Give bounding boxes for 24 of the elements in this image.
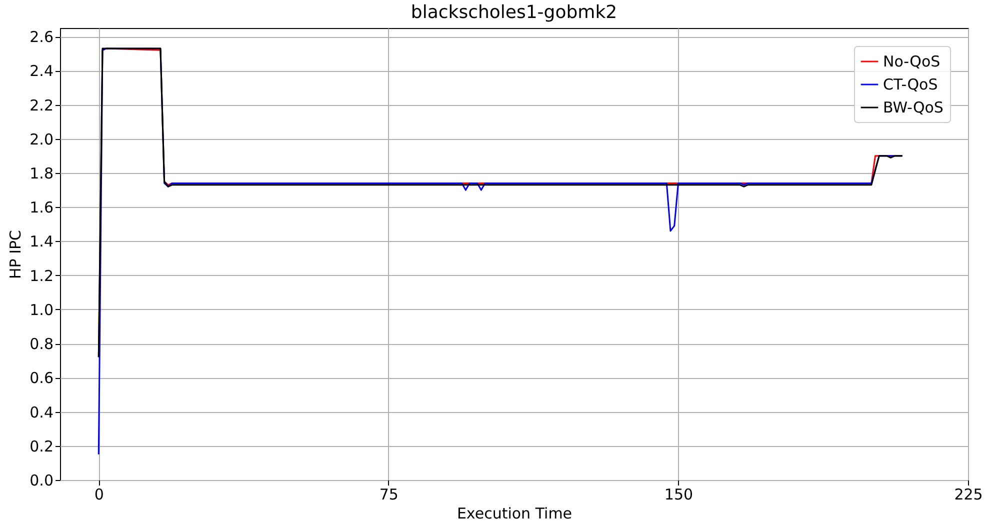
legend-label: BW-QoS [883,98,944,116]
y-tick-label: 1.4 [30,232,54,251]
y-tick-label: 2.4 [30,62,54,80]
x-tick-label: 75 [379,486,398,504]
y-axis-title: HP IPC [6,230,25,280]
x-tick-label: 225 [954,486,983,504]
y-tick-label: 0.4 [30,403,54,422]
y-tick-label: 0.2 [30,437,54,456]
x-tick-label: 0 [94,486,104,504]
legend-label: CT-QoS [883,76,938,94]
y-tick-label: 1.6 [30,198,54,217]
chart-title: blackscholes1-gobmk2 [410,2,618,23]
x-tick-label: 150 [664,486,694,504]
x-axis-title: Execution Time [456,504,572,522]
y-tick-label: 0.6 [30,369,54,388]
y-tick-label: 2.6 [30,28,54,46]
y-tick-label: 2.0 [30,130,54,148]
y-tick-label: 1.2 [30,266,54,285]
y-tick-label: 0.0 [30,472,54,490]
y-tick-label: 1.8 [30,164,54,182]
y-tick-label: 1.0 [30,300,54,319]
y-tick-label: 2.2 [30,96,54,114]
legend-label: No-QoS [883,52,940,70]
y-tick-label: 0.8 [30,335,54,354]
